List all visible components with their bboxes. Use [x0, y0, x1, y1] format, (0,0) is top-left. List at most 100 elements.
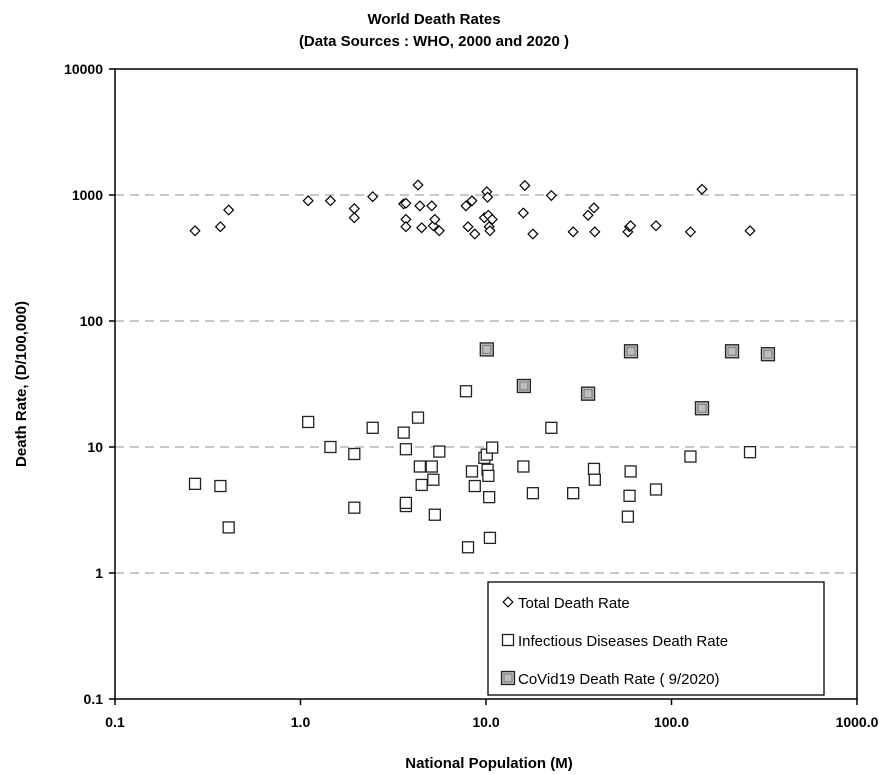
- total-death-point: [223, 204, 235, 216]
- x-axis: 0.1 1.0 10.0 100.0 1000.0: [105, 699, 879, 730]
- total-death-point: [400, 197, 412, 209]
- infectious-death-point: [222, 521, 235, 534]
- total-death-point: [527, 228, 539, 240]
- total-death-point: [567, 226, 579, 238]
- covid-death-point: [580, 386, 596, 401]
- y-tick-label: 0.1: [84, 691, 104, 707]
- infectious-death-point: [348, 447, 361, 461]
- infectious-death-point: [415, 478, 428, 492]
- infectious-death-point: [428, 508, 442, 521]
- total-death-point: [462, 221, 474, 233]
- infectious-death-point: [433, 445, 446, 458]
- infectious-death-point: [425, 460, 438, 473]
- total-death-point: [582, 209, 594, 221]
- total-death-point: [588, 202, 600, 214]
- total-death-point: [414, 200, 426, 212]
- series-diamond: [189, 179, 756, 240]
- infectious-death-point: [483, 531, 497, 545]
- legend-box: [487, 581, 825, 696]
- y-tick-label: 100: [80, 313, 104, 329]
- total-death-point: [486, 213, 498, 226]
- infectious-death-point: [587, 462, 601, 476]
- x-tick-label: 0.1: [105, 714, 125, 730]
- series-square-filled: [479, 342, 776, 416]
- chart-title: World Death Rates: [367, 11, 500, 28]
- infectious-death-point: [366, 421, 379, 434]
- y-tick-label: 1000: [72, 187, 103, 203]
- x-tick-label: 1.0: [291, 714, 311, 730]
- total-death-point: [589, 226, 601, 238]
- infectious-death-point: [567, 487, 580, 500]
- y-axis-label: Death Rate, (D/100,000): [13, 301, 30, 467]
- total-death-point: [545, 189, 557, 202]
- legend-label: Total Death Rate: [518, 595, 630, 612]
- covid-death-point: [623, 344, 639, 359]
- infectious-death-point: [427, 473, 440, 486]
- infectious-death-point: [302, 415, 315, 429]
- total-death-point: [426, 200, 438, 212]
- data-points: [188, 179, 776, 554]
- total-death-point: [684, 226, 697, 238]
- legend-marker: [502, 596, 514, 608]
- infectious-death-point: [621, 510, 635, 523]
- x-tick-label: 10.0: [472, 714, 499, 730]
- total-death-point: [517, 207, 530, 219]
- total-death-point: [429, 213, 441, 226]
- legend-marker: [501, 633, 515, 647]
- x-axis-label: National Population (M): [405, 755, 572, 772]
- infectious-death-point: [397, 426, 410, 439]
- infectious-death-point: [468, 479, 481, 493]
- gridlines: [115, 194, 857, 574]
- total-death-point: [189, 225, 201, 237]
- infectious-death-point: [526, 487, 540, 500]
- infectious-death-point: [588, 473, 601, 486]
- covid-death-point: [724, 344, 740, 359]
- infectious-death-point: [399, 496, 413, 510]
- legend-label: Infectious Diseases Death Rate: [518, 633, 728, 650]
- total-death-point: [484, 225, 496, 237]
- legend: Total Death Rate Infectious Diseases Deat…: [487, 581, 825, 696]
- total-death-point: [412, 179, 424, 191]
- infectious-death-point: [482, 469, 495, 483]
- total-death-point: [348, 212, 360, 224]
- infectious-death-point: [188, 477, 202, 490]
- covid-death-point: [479, 342, 494, 357]
- total-death-point: [744, 225, 756, 237]
- infectious-death-point: [483, 490, 496, 504]
- total-death-point: [324, 195, 337, 207]
- infectious-death-point: [623, 489, 636, 502]
- infectious-death-point: [486, 441, 499, 454]
- infectious-death-point: [459, 385, 473, 398]
- total-death-point: [302, 195, 314, 207]
- infectious-death-point: [649, 483, 663, 496]
- infectious-death-point: [214, 479, 227, 493]
- x-tick-label: 100.0: [654, 714, 689, 730]
- total-death-point: [696, 183, 708, 195]
- total-death-point: [519, 179, 531, 192]
- y-tick-label: 1: [95, 565, 103, 581]
- total-death-point: [367, 191, 379, 203]
- infectious-death-point: [624, 465, 637, 478]
- infectious-death-point: [411, 411, 425, 424]
- y-axis: 0.1 1 10 100 1000 10000: [64, 61, 115, 707]
- total-death-point: [416, 222, 428, 234]
- legend-label: CoVid19 Death Rate ( 9/2020): [518, 671, 720, 688]
- infectious-death-point: [461, 541, 475, 554]
- x-tick-label: 1000.0: [836, 714, 879, 730]
- chart-subtitle: (Data Sources : WHO, 2000 and 2020 ): [299, 33, 569, 50]
- total-death-point: [400, 221, 412, 233]
- infectious-death-point: [399, 443, 413, 456]
- total-death-point: [469, 228, 481, 240]
- total-death-point: [214, 221, 227, 233]
- total-death-point: [466, 195, 478, 207]
- infectious-death-point: [413, 460, 427, 473]
- total-death-point: [460, 200, 472, 212]
- infectious-death-point: [743, 446, 757, 459]
- total-death-point: [624, 220, 637, 232]
- infectious-death-point: [545, 421, 558, 434]
- infectious-death-point: [348, 501, 361, 514]
- covid-death-point: [694, 401, 710, 416]
- infectious-death-point: [465, 465, 479, 478]
- total-death-point: [348, 202, 360, 215]
- y-tick-label: 10000: [64, 61, 103, 77]
